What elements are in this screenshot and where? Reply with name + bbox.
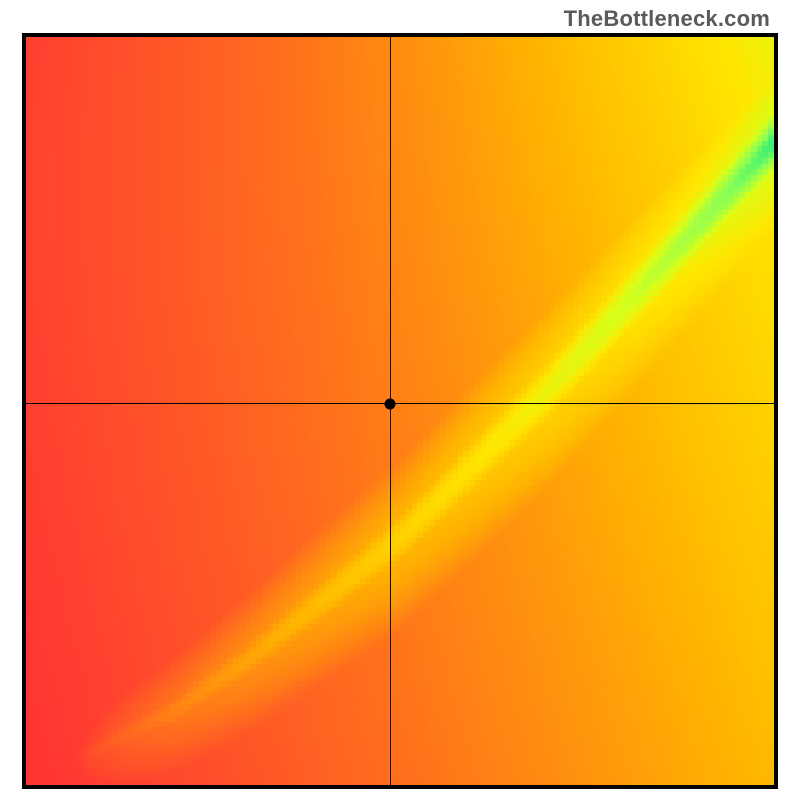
chart-container: TheBottleneck.com — [0, 0, 800, 800]
watermark-text: TheBottleneck.com — [564, 6, 770, 32]
crosshair-vertical — [390, 37, 391, 785]
frame-bottom — [22, 785, 778, 789]
marker-point — [385, 398, 396, 409]
heatmap-canvas — [26, 37, 774, 785]
crosshair-horizontal — [26, 403, 774, 404]
plot-area — [26, 37, 774, 785]
frame-right — [774, 33, 778, 789]
